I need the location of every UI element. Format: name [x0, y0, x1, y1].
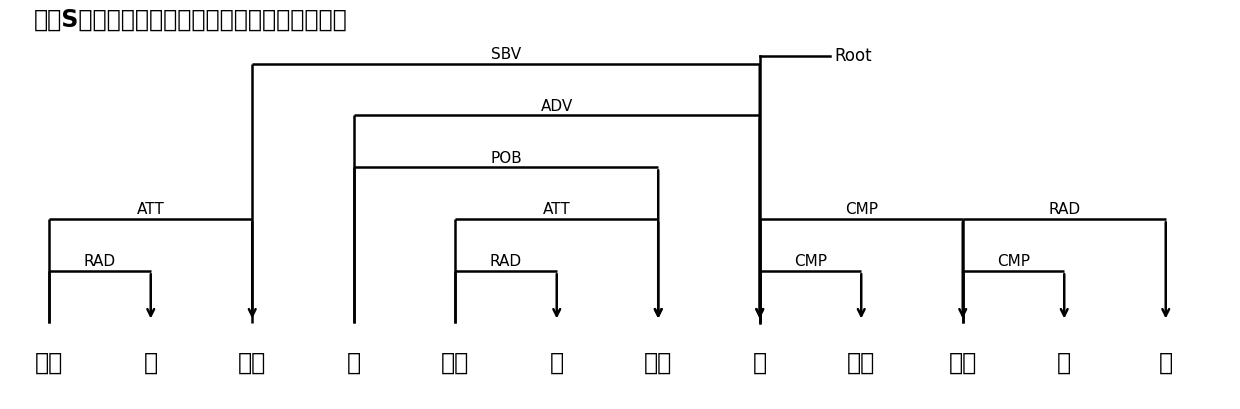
Text: CMP: CMP — [844, 202, 878, 218]
Text: RAD: RAD — [84, 254, 117, 270]
Text: 句子S：手机的屏幕比电脑的屏幕看起来舒服多了: 句子S：手机的屏幕比电脑的屏幕看起来舒服多了 — [35, 8, 348, 32]
Text: CMP: CMP — [997, 254, 1030, 270]
Text: POB: POB — [490, 151, 522, 166]
Text: CMP: CMP — [794, 254, 827, 270]
Text: 屏幕: 屏幕 — [644, 351, 672, 375]
Text: 手机: 手机 — [35, 351, 63, 375]
Text: ADV: ADV — [541, 99, 573, 114]
Text: RAD: RAD — [1048, 202, 1080, 218]
Text: RAD: RAD — [490, 254, 522, 270]
Text: 的: 的 — [144, 351, 157, 375]
Text: 的: 的 — [549, 351, 564, 375]
Text: 多: 多 — [1058, 351, 1071, 375]
Text: 电脑: 电脑 — [441, 351, 470, 375]
Text: 比: 比 — [347, 351, 361, 375]
Text: SBV: SBV — [491, 47, 521, 62]
Text: 舒服: 舒服 — [949, 351, 977, 375]
Text: Root: Root — [835, 47, 873, 65]
Text: 了: 了 — [1158, 351, 1173, 375]
Text: ATT: ATT — [136, 202, 165, 218]
Text: 屏幕: 屏幕 — [238, 351, 267, 375]
Text: 看: 看 — [753, 351, 766, 375]
Text: ATT: ATT — [543, 202, 570, 218]
Text: 起来: 起来 — [847, 351, 875, 375]
